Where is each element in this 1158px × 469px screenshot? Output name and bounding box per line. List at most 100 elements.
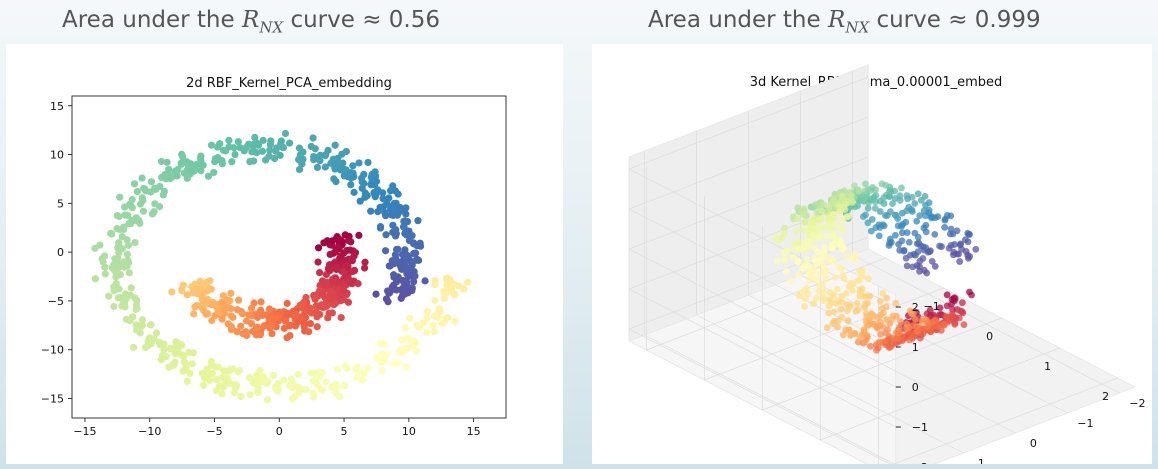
data-point	[953, 227, 961, 235]
data-point	[162, 353, 170, 361]
data-point	[808, 272, 816, 280]
heading-left: Area under the RNX curve ≈ 0.56	[62, 2, 440, 38]
data-point	[412, 347, 420, 355]
data-point	[873, 346, 880, 354]
data-point	[842, 290, 850, 297]
data-point	[253, 375, 261, 383]
data-point	[197, 157, 205, 165]
data-point	[408, 232, 416, 240]
data-point	[335, 160, 343, 168]
data-point	[390, 260, 398, 268]
y-tick-label: 0	[1030, 437, 1037, 450]
data-point	[113, 225, 121, 233]
data-point	[180, 353, 188, 361]
data-point	[809, 300, 817, 308]
grid-line	[644, 334, 895, 464]
data-point	[294, 317, 303, 325]
data-point	[220, 367, 228, 375]
data-point	[325, 309, 333, 317]
data-point	[793, 215, 801, 223]
data-point	[179, 281, 187, 289]
data-point	[947, 212, 955, 220]
data-point	[819, 288, 827, 295]
data-point	[353, 362, 361, 370]
data-point	[299, 148, 307, 156]
data-point	[402, 231, 411, 239]
data-point	[183, 174, 191, 182]
data-point	[848, 286, 856, 294]
data-point	[810, 266, 818, 274]
data-point	[212, 386, 221, 395]
chart-3d-points	[771, 180, 980, 354]
data-point	[358, 178, 366, 186]
data-point	[820, 297, 827, 305]
data-point	[925, 206, 933, 214]
data-point	[423, 328, 431, 336]
data-point	[854, 306, 862, 314]
data-point	[823, 324, 831, 332]
data-point	[853, 300, 861, 307]
data-point	[792, 227, 800, 235]
data-point	[91, 275, 100, 283]
data-point	[401, 284, 409, 292]
data-point	[205, 284, 213, 292]
data-point	[276, 151, 284, 159]
data-point	[392, 230, 400, 238]
data-point	[813, 294, 821, 302]
data-point	[911, 229, 919, 237]
data-point	[193, 290, 201, 298]
data-point	[364, 364, 372, 372]
data-point	[223, 374, 231, 382]
data-point	[903, 320, 911, 328]
data-point	[233, 381, 241, 389]
data-point	[285, 322, 294, 330]
data-point	[350, 267, 359, 275]
data-point	[946, 230, 954, 238]
data-point	[867, 342, 874, 350]
y-tick-label: 0	[57, 246, 64, 259]
data-point	[879, 289, 887, 297]
data-point	[263, 396, 272, 404]
data-point	[880, 222, 888, 230]
data-point	[313, 163, 322, 171]
data-point	[892, 231, 899, 239]
data-point	[875, 232, 883, 240]
data-point	[431, 312, 439, 320]
data-point	[882, 303, 890, 311]
data-point	[829, 211, 837, 219]
data-point	[191, 303, 199, 311]
data-point	[795, 238, 803, 245]
data-point	[245, 311, 253, 319]
chart-2d: 2d RBF_Kernel_PCA_embedding −15 −10 −5 0 5 10 1…	[41, 76, 507, 438]
data-point	[799, 211, 807, 219]
data-point	[131, 294, 139, 302]
data-point	[341, 231, 349, 239]
data-point	[110, 302, 118, 311]
data-point	[257, 298, 265, 306]
data-point	[905, 336, 913, 344]
x-tick-label: 5	[341, 425, 348, 438]
data-point	[235, 296, 243, 304]
data-point	[940, 320, 947, 328]
data-point	[234, 138, 242, 146]
data-point	[280, 376, 288, 384]
data-point	[210, 168, 218, 177]
data-point	[903, 192, 911, 199]
data-point	[358, 368, 366, 377]
data-point	[358, 376, 366, 384]
data-point	[838, 246, 846, 254]
data-point	[190, 310, 198, 318]
data-point	[871, 204, 879, 212]
data-point	[856, 333, 864, 341]
data-point	[931, 317, 939, 324]
data-point	[889, 200, 896, 207]
data-point	[803, 284, 811, 292]
data-point	[851, 255, 859, 263]
heading-right-prefix: Area under the	[648, 7, 821, 33]
data-point	[367, 207, 375, 215]
data-point	[914, 190, 922, 198]
data-point	[402, 204, 410, 212]
y-tick-label: −2	[1129, 397, 1145, 410]
data-point	[814, 248, 822, 256]
data-point	[126, 200, 134, 208]
